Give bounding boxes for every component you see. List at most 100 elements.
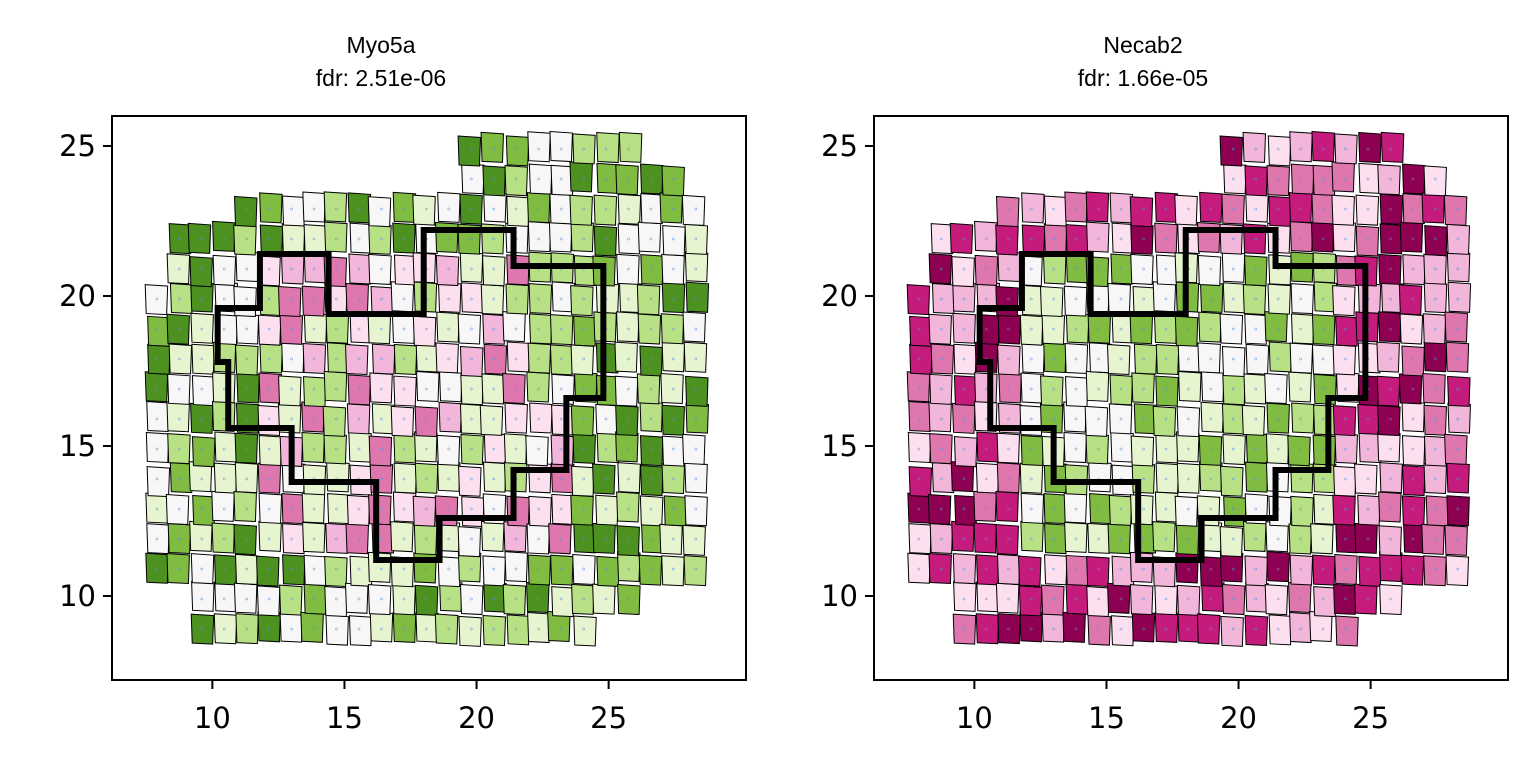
spot-point	[1254, 267, 1258, 271]
spot-point	[1187, 417, 1190, 421]
tile	[1040, 375, 1064, 407]
tile	[549, 131, 573, 163]
tile	[1043, 493, 1067, 525]
spot-point	[627, 207, 630, 211]
axes-frame	[873, 115, 1509, 681]
tile	[279, 611, 304, 643]
tile	[303, 554, 328, 586]
spot-point	[178, 537, 181, 541]
tile	[526, 523, 551, 555]
spot-point	[672, 537, 675, 541]
tile	[1199, 281, 1224, 313]
spot-point	[1164, 567, 1168, 571]
spot-point	[335, 507, 338, 511]
tile	[953, 375, 978, 407]
tile	[639, 435, 664, 467]
spot-point	[1344, 147, 1347, 151]
spot-point	[1209, 267, 1213, 271]
tile	[1245, 343, 1270, 375]
spot-point	[312, 267, 316, 271]
spot-point	[537, 417, 540, 421]
tile	[211, 522, 236, 554]
tile	[570, 494, 594, 526]
tile	[572, 553, 596, 586]
spot-point	[155, 357, 159, 361]
spot-point	[1119, 597, 1123, 601]
tile	[571, 583, 595, 615]
spot-point	[984, 447, 988, 451]
spot-point	[582, 627, 585, 631]
spot-point	[1344, 537, 1347, 541]
spot-point	[1231, 237, 1235, 241]
tile	[1380, 131, 1405, 163]
tile	[190, 402, 214, 434]
spot-point	[1321, 237, 1325, 241]
tile	[528, 313, 553, 345]
spot-point	[1389, 567, 1392, 571]
tile	[281, 493, 305, 525]
tile	[1268, 341, 1293, 373]
tile	[573, 315, 597, 347]
spot-point	[155, 477, 159, 481]
spot-point	[1074, 207, 1078, 211]
spot-point	[447, 537, 451, 541]
tile	[435, 342, 459, 374]
tile	[526, 581, 550, 614]
spot-point	[492, 567, 496, 571]
tile	[324, 555, 348, 587]
tile	[1377, 405, 1401, 437]
tile	[1444, 311, 1468, 343]
spot-point	[1254, 537, 1258, 541]
spot-point	[1389, 447, 1392, 451]
tile	[1447, 402, 1471, 434]
spot-point	[1187, 477, 1190, 481]
spot-point	[672, 207, 675, 211]
spot-point	[1254, 627, 1258, 631]
spot-point	[1097, 237, 1100, 241]
tile	[258, 520, 282, 552]
tile	[684, 251, 709, 283]
spot-point	[155, 537, 159, 541]
spot-point	[245, 297, 249, 301]
spot-point	[492, 417, 496, 421]
tile	[1129, 313, 1154, 345]
spot-point	[1254, 387, 1258, 391]
tile	[1107, 282, 1131, 315]
tile	[1446, 251, 1471, 283]
spot-point	[1074, 237, 1078, 241]
spot-point	[1321, 507, 1325, 511]
spot-point	[1231, 567, 1235, 571]
spot-point	[514, 177, 518, 181]
spot-point	[1029, 537, 1033, 541]
spot-point	[672, 237, 675, 241]
tile	[1332, 344, 1357, 376]
tile	[145, 431, 170, 463]
spot-point	[178, 567, 181, 571]
spot-point	[1142, 507, 1145, 511]
tile	[506, 195, 530, 227]
tile	[973, 490, 997, 522]
spot-point	[1074, 597, 1078, 601]
spot-point	[672, 417, 675, 421]
tile	[345, 282, 369, 315]
spot-point	[335, 297, 338, 301]
spot-point	[1411, 177, 1415, 181]
tile	[1044, 523, 1068, 555]
tile	[953, 436, 978, 468]
spot-point	[1456, 507, 1460, 511]
spot-point	[222, 597, 226, 601]
tile	[1221, 345, 1246, 378]
tile	[1017, 555, 1042, 587]
spot-point	[1209, 297, 1213, 301]
spot-point	[1276, 177, 1280, 181]
tile	[391, 312, 416, 344]
tile	[504, 551, 528, 583]
tile	[1021, 224, 1046, 256]
tile	[618, 131, 643, 163]
spot-point	[694, 327, 698, 331]
spot-point	[1299, 537, 1302, 541]
spot-point	[559, 327, 563, 331]
spot-point	[1299, 627, 1302, 631]
tile	[615, 405, 639, 437]
spot-point	[1321, 387, 1325, 391]
